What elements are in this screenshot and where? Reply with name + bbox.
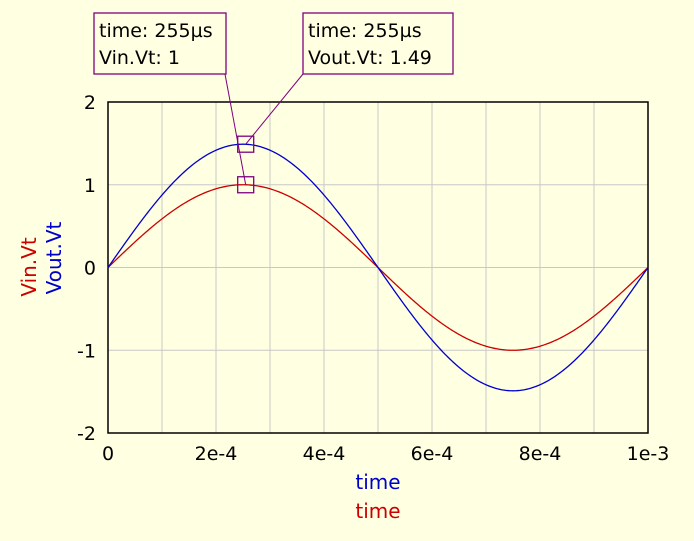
y-tick-labels: 2 1 0 -1 -2 <box>77 92 96 445</box>
marker-point[interactable] <box>237 135 255 153</box>
marker-leader-line <box>245 73 304 145</box>
x-tick-labels: 0 2e-4 4e-4 6e-4 8e-4 1e-3 <box>102 443 669 465</box>
x-axis-label-blue: time <box>355 470 400 494</box>
y-axis-label-vin: Vin.Vt <box>17 237 41 297</box>
x-tick-label: 6e-4 <box>411 443 454 465</box>
y-tick-label: -2 <box>77 423 96 445</box>
x-tick-label: 0 <box>102 443 114 465</box>
y-tick-label: 0 <box>84 258 96 280</box>
y-axis-label-vout: Vout.Vt <box>42 221 66 294</box>
markers: time: 255µs Vin.Vt: 1 time: 255µs Vout.Vt: … <box>93 12 454 194</box>
x-tick-label: 1e-3 <box>627 443 670 465</box>
y-tick-label: 1 <box>84 175 96 197</box>
series-group <box>107 143 649 392</box>
x-axis-label-red: time <box>355 499 400 523</box>
y-tick-label: -1 <box>77 340 96 362</box>
grid <box>108 102 648 433</box>
marker-text-time: time: 255µs <box>308 20 422 42</box>
marker-text-time: time: 255µs <box>99 20 213 42</box>
marker-box[interactable] <box>93 12 227 75</box>
x-tick-label: 8e-4 <box>519 443 562 465</box>
marker-text-value: Vout.Vt: 1.49 <box>308 47 432 69</box>
marker-point[interactable] <box>237 176 255 194</box>
y-tick-label: 2 <box>84 92 96 114</box>
x-tick-label: 4e-4 <box>303 443 346 465</box>
x-tick-label: 2e-4 <box>195 443 238 465</box>
marker-text-value: Vin.Vt: 1 <box>99 47 180 69</box>
series-line-vout-vt <box>107 143 649 392</box>
marker-box[interactable] <box>302 12 454 75</box>
marker-leader-line <box>224 73 247 185</box>
